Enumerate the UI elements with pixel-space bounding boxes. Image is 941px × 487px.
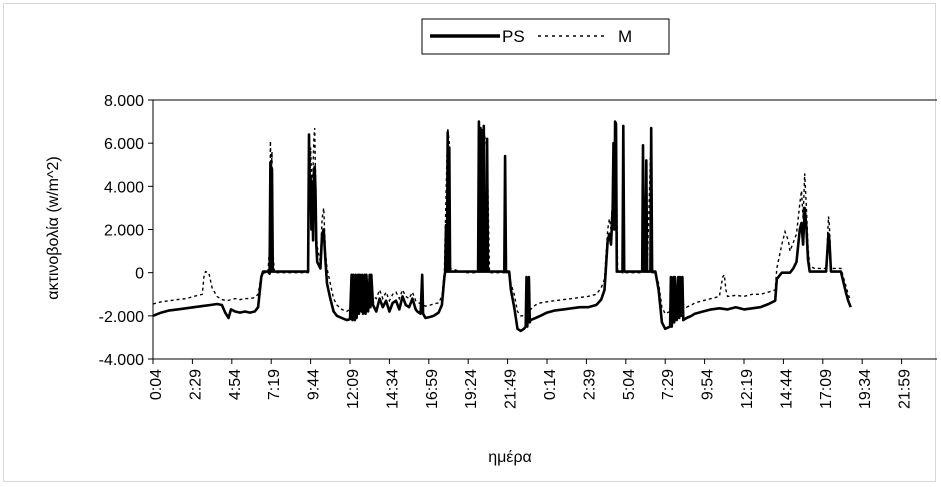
x-tick-label: 21:49 [503,369,520,409]
y-tick-label: 6.000 [104,136,144,153]
y-tick-label: 8.000 [104,93,144,110]
y-tick-label: -2.000 [99,309,144,326]
x-tick-label: 4:54 [227,369,244,400]
x-tick-label: 9:54 [700,369,717,400]
x-tick-label: 17:09 [818,369,835,409]
x-tick-label: 0:14 [542,369,559,400]
x-tick-label: 12:19 [739,369,756,409]
legend-label-ps: PS [502,27,525,46]
x-tick-label: 14:34 [384,369,401,409]
y-tick-label: 2.000 [104,223,144,240]
x-tick-label: 7:29 [660,369,677,400]
x-tick-label: 7:19 [266,369,283,400]
x-tick-label: 19:34 [857,369,874,409]
y-tick-label: -4.000 [99,352,144,369]
x-axis: 0:04 2:29 4:54 7:19 9:44 12:09 14:34 16:59 19:24… [148,359,914,409]
x-tick-label: 9:44 [306,369,323,400]
series-line-m [152,125,852,317]
y-tick-label: 0 [135,266,144,283]
x-tick-label: 21:59 [897,369,914,409]
x-axis-title: ημέρα [488,449,532,466]
x-tick-label: 5:04 [621,369,638,400]
y-axis-title: ακτινοβολία (w/m^2) [45,156,62,299]
x-tick-label: 2:29 [187,369,204,400]
x-tick-label: 12:09 [345,369,362,409]
legend: PS M [421,18,670,55]
x-tick-label: 0:04 [148,369,165,400]
x-tick-label: 14:44 [778,369,795,409]
x-tick-label: 19:24 [463,369,480,409]
x-tick-label: 2:39 [581,369,598,400]
series-layer [152,120,852,333]
x-tick-label: 16:59 [424,369,441,409]
series-line-ps [152,120,852,333]
chart-frame: PS M -4.000 -2.000 0 2.000 4.000 6.000 8.000 0… [3,3,937,482]
legend-label-m: M [618,27,632,46]
chart-svg: PS M -4.000 -2.000 0 2.000 4.000 6.000 8.000 0… [45,18,937,466]
y-tick-label: 4.000 [104,179,144,196]
y-axis: -4.000 -2.000 0 2.000 4.000 6.000 8.000 [99,93,153,369]
